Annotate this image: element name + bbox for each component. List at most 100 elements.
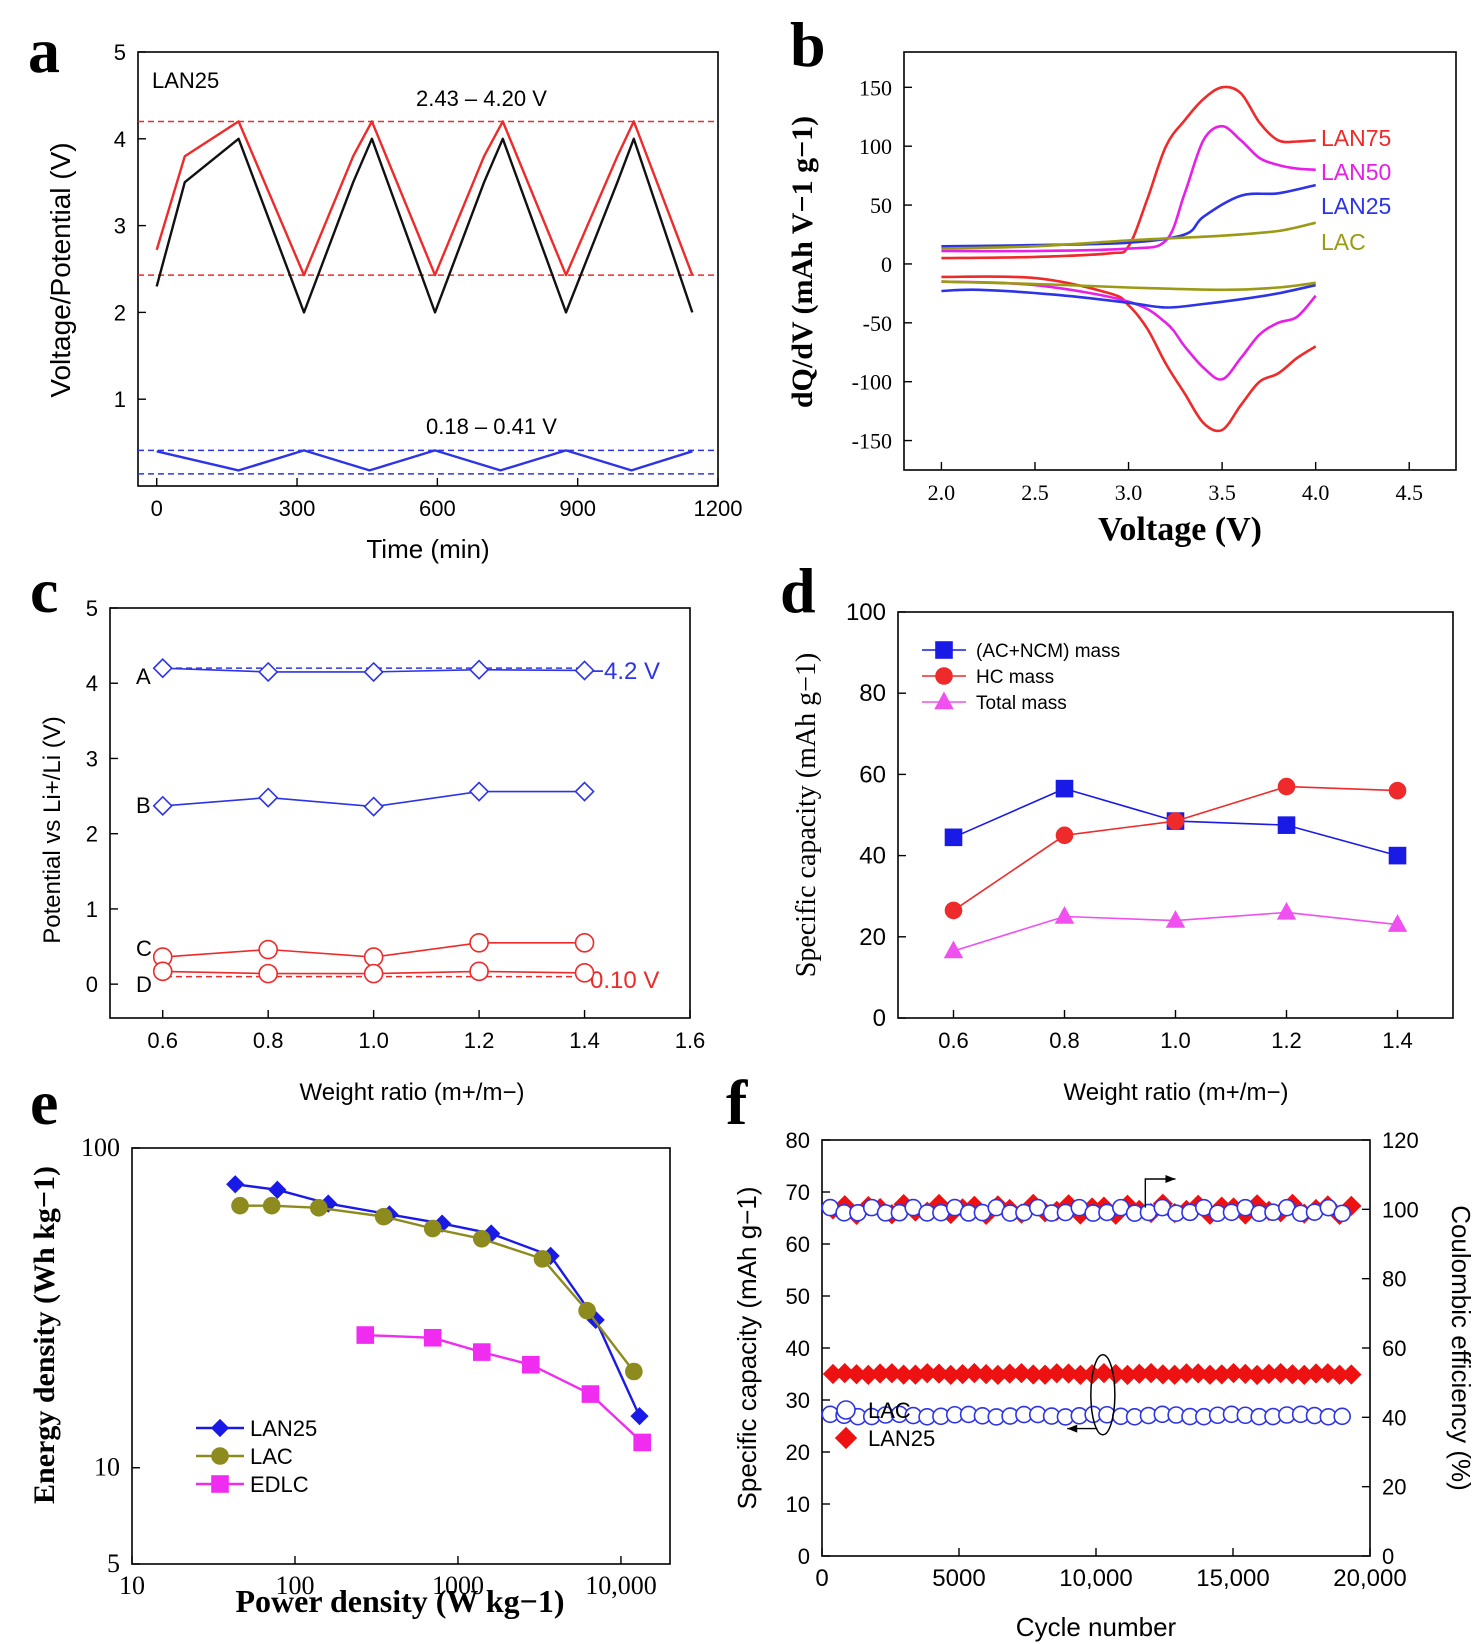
chart-a-ytick-label: 1 <box>114 387 126 412</box>
chart-b-discharge-LAN25 <box>941 283 1316 309</box>
chart-f-legend-label-lan25: LAN25 <box>868 1426 935 1451</box>
chart-e-line-EDLC <box>365 1333 644 1444</box>
chart-d-ytick-label: 20 <box>859 924 886 951</box>
chart-a-ytick-label: 2 <box>114 300 126 325</box>
chart-c-ytick-label: 5 <box>86 596 98 621</box>
chart-b-ytick-label: 150 <box>859 75 892 100</box>
chart-e-legend-label-1: LAC <box>250 1444 293 1469</box>
chart-f-xtick-label: 5000 <box>932 1565 985 1592</box>
chart-f-ytick-label: 80 <box>1382 1267 1406 1292</box>
panel-label-e: e <box>30 1067 58 1138</box>
chart-d-legend-label-2: Total mass <box>976 693 1067 714</box>
chart-c-xtick-label: 0.6 <box>147 1028 178 1053</box>
chart-a-xtick-label: 600 <box>419 496 456 521</box>
chart-a-range-label-bottom: 0.18 – 0.41 V <box>426 414 557 439</box>
chart-b-frame <box>903 51 1457 471</box>
chart-d-marker-0 <box>1277 816 1296 834</box>
chart-f-marker-lac-efficiency <box>1333 1204 1351 1223</box>
chart-c-marker-A <box>152 658 173 679</box>
chart-e-ytick-label: 10 <box>94 1453 120 1482</box>
chart-c-marker-B <box>468 781 490 802</box>
chart-f-legend-marker-lac <box>836 1400 856 1420</box>
chart-a-xtick-label: 0 <box>151 496 163 521</box>
chart-b-charge-LAN50 <box>941 124 1316 253</box>
chart-e-xtick-label: 1000 <box>432 1571 484 1600</box>
chart-c-marker-D <box>258 963 278 984</box>
chart-d-marker-2 <box>1054 906 1075 924</box>
chart-d-xtick-label: 0.8 <box>1049 1028 1080 1053</box>
chart-b-charge-LAC <box>941 221 1316 250</box>
chart-f-ytick-label: 0 <box>1382 1544 1394 1569</box>
chart-c-marker-D <box>363 963 384 984</box>
chart-e-marker-LAC <box>472 1230 491 1248</box>
chart-d-marker-2 <box>1276 901 1297 920</box>
chart-f-ytick-label: 60 <box>786 1232 810 1257</box>
chart-c-xtick-label: 1.6 <box>675 1028 706 1053</box>
chart-e-marker-EDLC <box>423 1328 442 1347</box>
chart-e-marker-LAC <box>578 1301 596 1320</box>
chart-f-legend-label-lac: LAC <box>868 1398 911 1423</box>
chart-d-xtick-label: 1.0 <box>1160 1028 1191 1053</box>
chart-d-legend-marker-1 <box>935 667 953 685</box>
chart-f-xtick-label: 0 <box>815 1565 828 1592</box>
chart-d-marker-1 <box>944 901 963 920</box>
chart-d-marker-1 <box>1166 812 1185 830</box>
chart-d-marker-1 <box>1388 781 1407 800</box>
chart-e-marker-EDLC <box>581 1385 600 1403</box>
chart-c-series-label-b: B <box>136 793 151 818</box>
chart-f-xlabel: Cycle number <box>1016 1612 1177 1642</box>
chart-e-marker-EDLC <box>522 1355 540 1374</box>
chart-f-arrow-right <box>1144 1178 1176 1208</box>
chart-f-marker-lan25-capacity <box>1188 1363 1209 1384</box>
chart-d: Weight ratio (m+/m−) Specific capacity (… <box>791 599 1454 1106</box>
chart-d-legend-label-0: (AC+NCM) mass <box>976 641 1120 662</box>
chart-c-marker-B <box>258 787 279 808</box>
chart-a-frame <box>137 51 719 487</box>
chart-d-marker-2 <box>943 940 964 959</box>
chart-c: −4.2 V 0.10 V A B C D Weight ratio (m+/m… <box>39 596 705 1106</box>
chart-d-marker-2 <box>1165 910 1186 928</box>
chart-b-charge-LAN25 <box>941 183 1316 248</box>
chart-b-legend-lan50: LAN50 <box>1321 159 1391 185</box>
chart-c-xtick-label: 0.8 <box>253 1028 284 1053</box>
chart-a-line-cell <box>155 137 694 314</box>
chart-e-ytick-label: 100 <box>81 1133 120 1162</box>
chart-a-ytick-label: 5 <box>114 40 126 65</box>
chart-e-xtick-label: 100 <box>275 1571 314 1600</box>
chart-f-marker-lac-capacity <box>1333 1407 1351 1426</box>
chart-d-marker-0 <box>944 828 963 847</box>
chart-c-marker-D <box>574 963 595 983</box>
chart-c-xtick-label: 1.2 <box>464 1028 495 1053</box>
chart-f-ytick-label: 0 <box>798 1544 810 1569</box>
chart-f-arrow-right-head <box>1165 1175 1176 1183</box>
chart-d-marker-0 <box>1055 779 1074 798</box>
chart-c-ytick-label: 3 <box>86 746 98 771</box>
chart-b-discharge-LAN75 <box>941 275 1317 433</box>
chart-f-ylabel: Specific capacity (mAh g−1) <box>732 1187 762 1510</box>
chart-f-ytick-label: 80 <box>786 1128 810 1153</box>
chart-a-line-positive <box>155 120 694 277</box>
chart-c-ylabel: Potential vs Li+/Li (V) <box>39 716 66 943</box>
chart-c-ytick-label: 2 <box>86 822 98 847</box>
chart-a-xtick-label: 900 <box>559 496 596 521</box>
chart-a: LAN25 2.43 – 4.20 V 0.18 – 0.41 V Time (… <box>45 40 742 564</box>
chart-f-xtick-label: 10,000 <box>1059 1565 1132 1592</box>
chart-d-ytick-label: 40 <box>859 843 886 870</box>
chart-f-xtick-label: 15,000 <box>1196 1565 1269 1592</box>
chart-b-ytick-label: -150 <box>852 429 892 454</box>
chart-f-legend-marker-lan25 <box>834 1426 858 1450</box>
chart-d-xlabel: Weight ratio (m+/m−) <box>1064 1079 1289 1106</box>
chart-b-legend-lan25: LAN25 <box>1321 193 1391 219</box>
chart-e-marker-EDLC <box>472 1343 491 1361</box>
chart-f-ytick-label: 30 <box>786 1388 810 1413</box>
chart-c-marker-C <box>469 932 489 953</box>
chart-c-ytick-label: 0 <box>86 972 98 997</box>
chart-e: Power density (W kg−1) Energy density (W… <box>28 1133 671 1619</box>
chart-b-legend-lan75: LAN75 <box>1321 125 1391 151</box>
chart-e-marker-LAC <box>374 1207 393 1226</box>
chart-b-xtick-label: 3.5 <box>1208 480 1236 505</box>
chart-a-sample-label: LAN25 <box>152 68 219 93</box>
chart-c-xtick-label: 1.0 <box>358 1028 389 1053</box>
chart-b-xtick-label: 3.0 <box>1115 480 1143 505</box>
chart-f-ytick-label: 40 <box>786 1336 810 1361</box>
